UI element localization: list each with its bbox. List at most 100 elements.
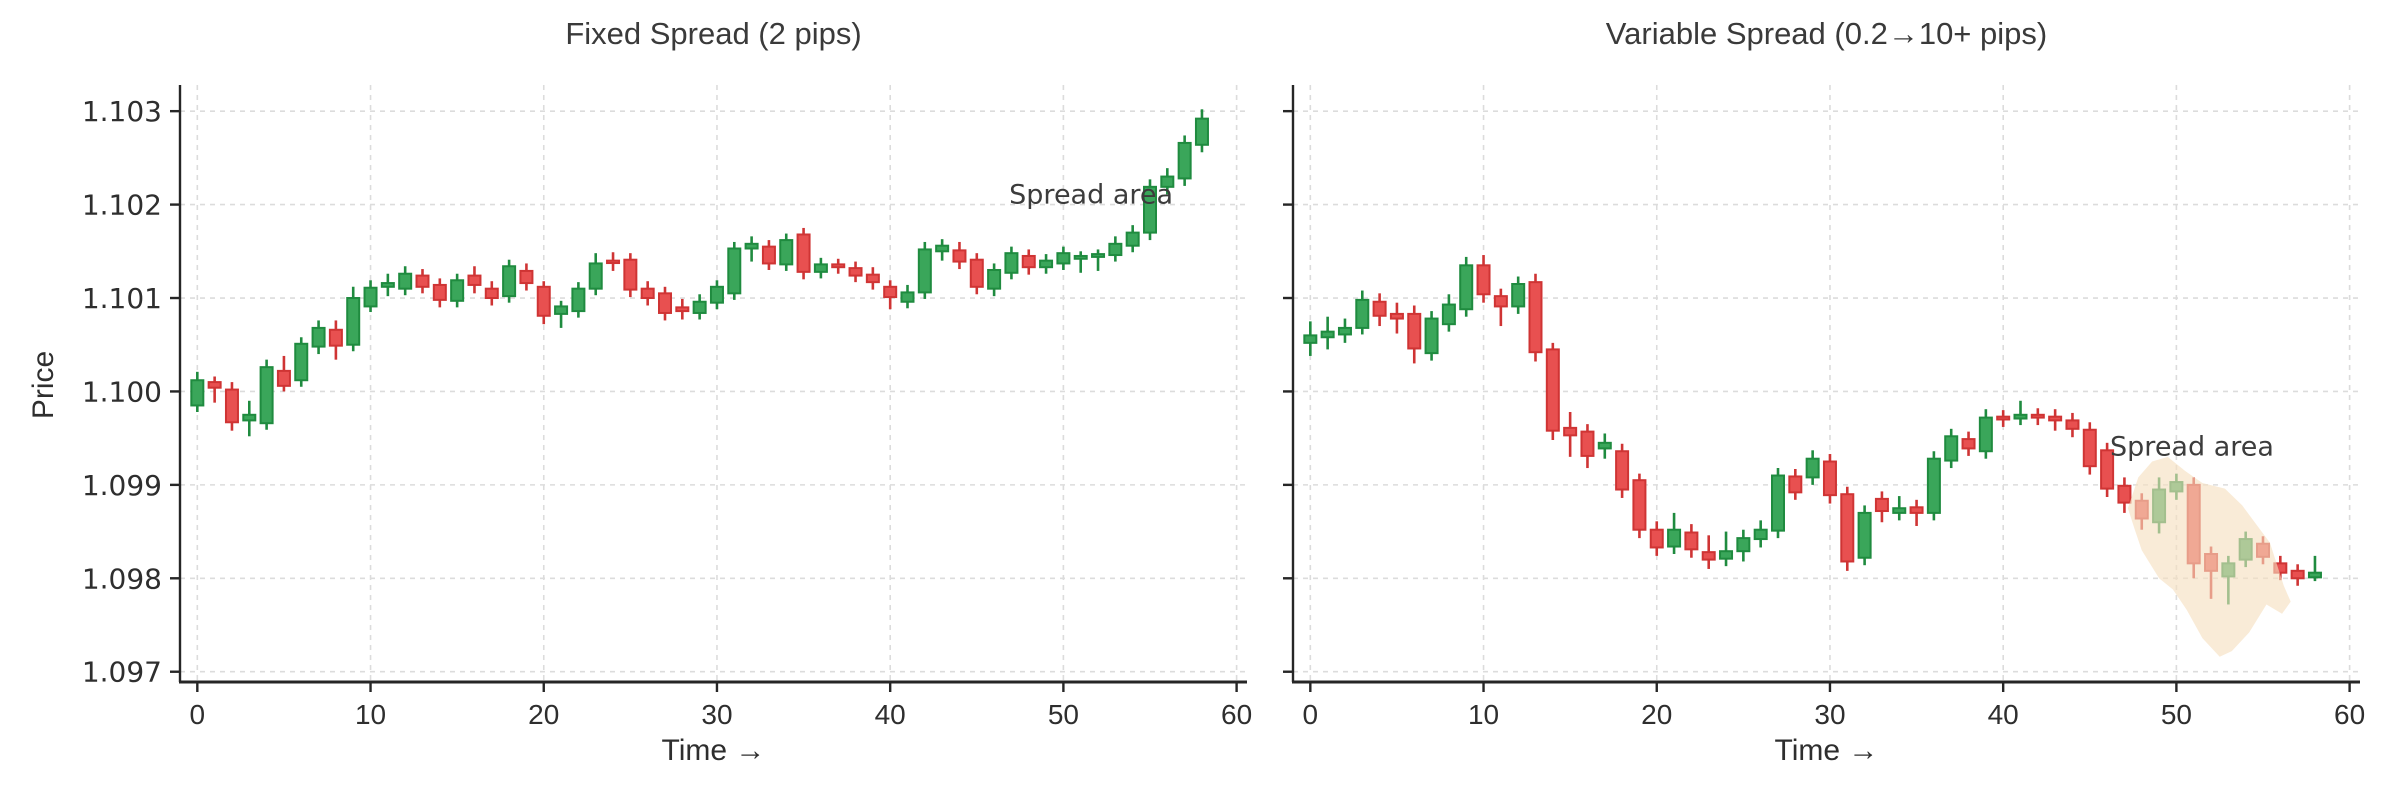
- candle-body: [276, 369, 291, 387]
- left-chart: 0 10 20 30 40 50 60 1.097 1.098 1.099 1.100 1.101 1.…: [82, 85, 1252, 730]
- candle-body: [484, 287, 499, 300]
- candle-down: [1996, 410, 2011, 427]
- candle-body: [848, 267, 863, 277]
- candle-body: [1143, 185, 1157, 234]
- candle-down: [623, 253, 638, 298]
- y-tick-label: 1.101: [82, 282, 162, 315]
- candle-up: [1944, 428, 1959, 469]
- candle-body: [1407, 312, 1422, 350]
- candle-down: [848, 261, 863, 283]
- candle-body: [328, 328, 343, 347]
- candle-body: [744, 242, 759, 250]
- candle-body: [1320, 330, 1335, 339]
- candle-up: [1108, 236, 1123, 262]
- candle-body: [2307, 571, 2322, 579]
- candle-body: [1632, 479, 1647, 531]
- y-tick-label: 1.102: [82, 189, 162, 222]
- candle-body: [1892, 507, 1907, 514]
- candle-body: [467, 274, 482, 286]
- candle-up: [1857, 505, 1872, 566]
- candle-up: [1004, 246, 1019, 280]
- y-tick-label: 1.098: [82, 562, 162, 595]
- candle-up: [1039, 254, 1054, 274]
- candle-up: [1320, 316, 1335, 350]
- candle-up: [398, 266, 413, 296]
- candle-body: [2082, 428, 2097, 468]
- candle-body: [588, 262, 603, 290]
- candle-up: [1719, 531, 1734, 567]
- candle-body: [917, 248, 932, 294]
- candle-up: [744, 236, 759, 262]
- candle-body: [519, 269, 534, 285]
- candle-up: [1424, 311, 1439, 361]
- candle-up: [1125, 225, 1140, 253]
- candle-body: [1459, 264, 1474, 311]
- x-tick-label: 50: [1048, 699, 1079, 730]
- candle-body: [1805, 457, 1820, 479]
- candle-down: [675, 298, 690, 320]
- candle-down: [1476, 255, 1491, 303]
- candle-up: [242, 400, 257, 437]
- candle-body: [1528, 281, 1543, 354]
- candle-down: [969, 253, 984, 295]
- candle-down: [2082, 422, 2097, 475]
- candle-body: [623, 258, 638, 291]
- x-tick-label: 10: [1468, 699, 1499, 730]
- candle-body: [2065, 419, 2080, 430]
- candle-down: [1021, 249, 1036, 275]
- candle-body: [761, 245, 776, 265]
- x-tick-label: 40: [875, 699, 906, 730]
- candle-body: [1909, 506, 1924, 514]
- candle-body: [1926, 457, 1941, 514]
- candle-down: [536, 281, 551, 325]
- candle-up: [1771, 468, 1785, 539]
- left-chart-title: Fixed Spread (2 pips): [565, 16, 862, 51]
- candle-up: [1459, 256, 1474, 317]
- candle-body: [935, 244, 950, 253]
- candle-down: [432, 278, 447, 308]
- candle-body: [1039, 259, 1054, 269]
- candle-body: [796, 233, 811, 273]
- candle-body: [831, 263, 846, 269]
- x-tick-label: 20: [528, 699, 559, 730]
- candle-up: [1805, 450, 1820, 485]
- candle-up: [692, 294, 707, 320]
- candle-up: [190, 371, 205, 412]
- candle-up: [813, 257, 828, 279]
- candle-down: [2048, 409, 2063, 431]
- candle-up: [1143, 179, 1157, 241]
- y-tick-label: 1.097: [82, 656, 162, 689]
- candle-down: [1389, 302, 1404, 334]
- candle-body: [1021, 254, 1036, 269]
- candle-up: [1073, 251, 1088, 273]
- y-tick-label: 1.099: [82, 469, 162, 502]
- candle-body: [1389, 312, 1404, 320]
- candle-body: [1840, 493, 1855, 563]
- candle-body: [1615, 450, 1630, 491]
- candle-up: [259, 359, 274, 430]
- candle-up: [1736, 529, 1751, 562]
- candle-body: [813, 263, 828, 273]
- candle-body: [1944, 435, 1959, 462]
- candle-down: [1615, 443, 1630, 498]
- candle-body: [2048, 415, 2063, 422]
- candle-up: [1926, 451, 1941, 521]
- candle-down: [1528, 273, 1543, 362]
- y-axis-label: Price: [27, 350, 60, 420]
- x-tick-label: 30: [1814, 699, 1845, 730]
- candle-down: [796, 227, 811, 280]
- x-tick-label: 40: [1988, 699, 2019, 730]
- candle-down: [1372, 293, 1387, 327]
- candle-body: [1303, 334, 1318, 344]
- candle-down: [761, 240, 776, 270]
- candle-body: [709, 285, 724, 304]
- candle-up: [1441, 294, 1456, 332]
- candle-body: [1091, 253, 1106, 258]
- candle-body: [1125, 231, 1140, 247]
- candle-down: [606, 252, 621, 271]
- candle-down: [1632, 473, 1647, 539]
- candle-body: [1056, 252, 1071, 265]
- candle-body: [1424, 317, 1439, 355]
- candle-body: [398, 272, 413, 290]
- candle-down: [1788, 468, 1803, 500]
